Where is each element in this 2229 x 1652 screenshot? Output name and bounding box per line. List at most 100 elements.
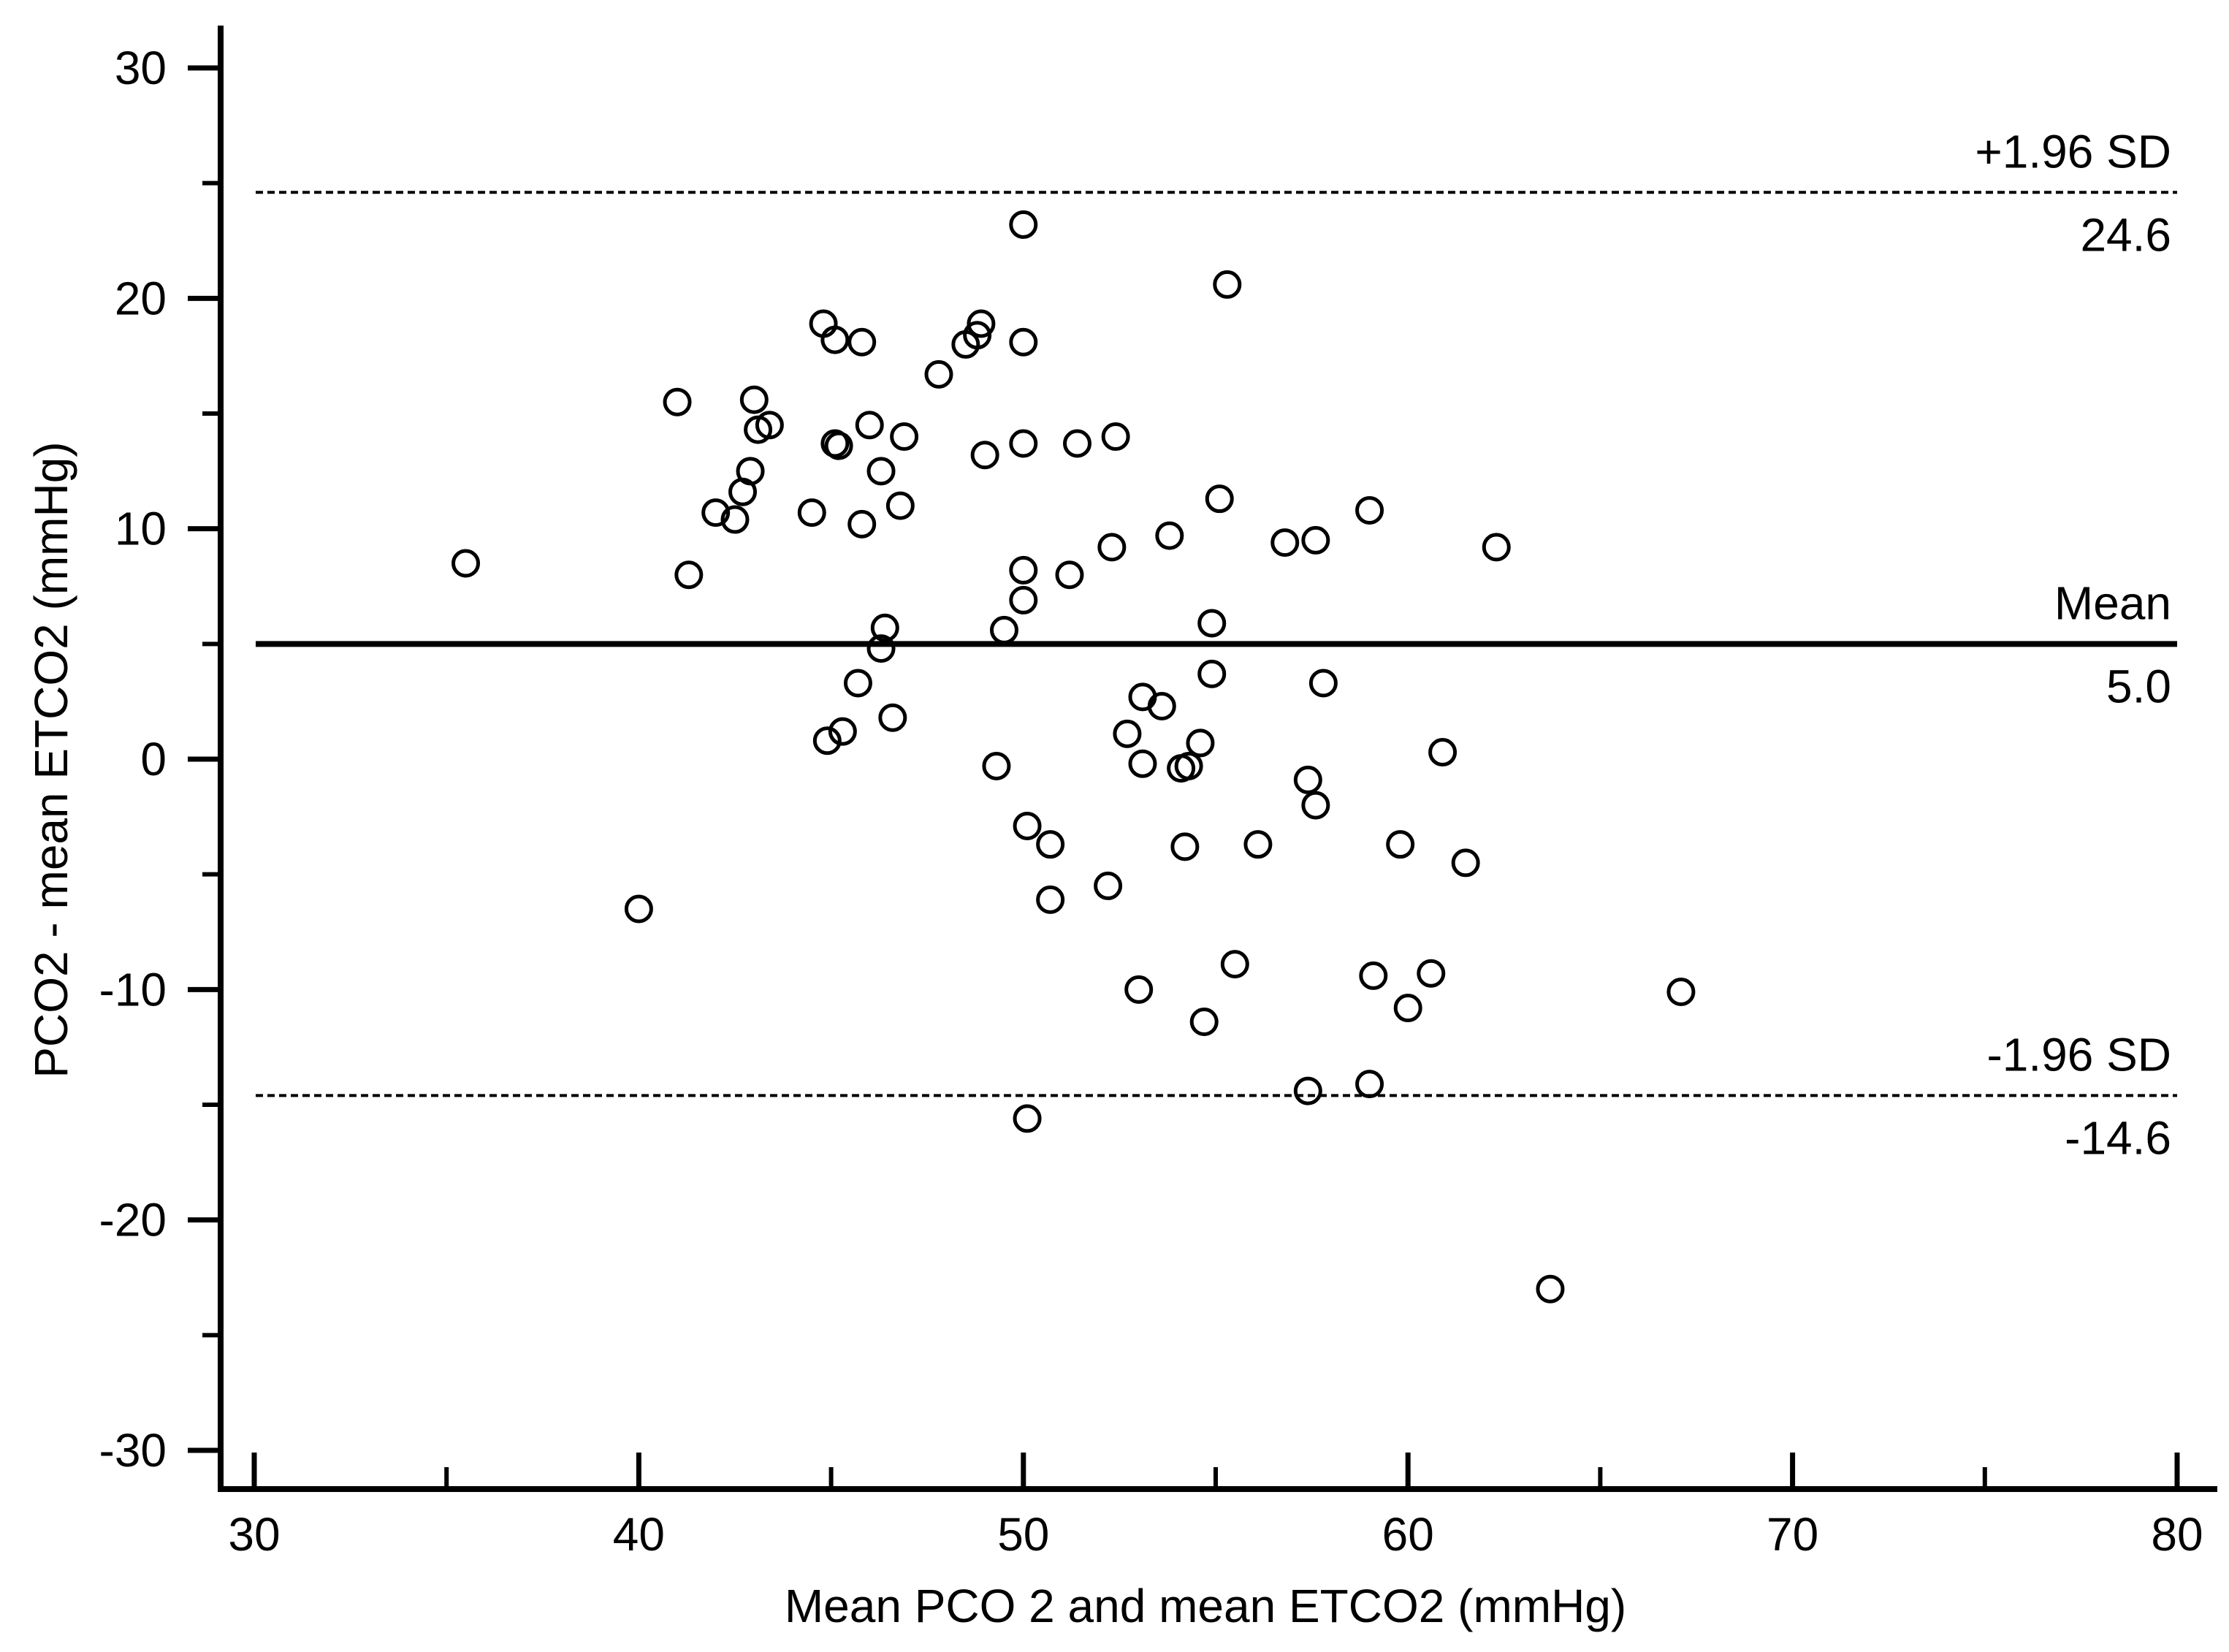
data-point [847, 327, 877, 357]
data-point [1036, 830, 1065, 859]
y-tick-label: 0 [140, 733, 167, 785]
data-point [1009, 555, 1038, 585]
data-point [1186, 728, 1215, 758]
data-points [451, 210, 1696, 1303]
data-point [663, 387, 692, 416]
lower-loa-value-label: -14.6 [2065, 1111, 2171, 1164]
data-point [1355, 495, 1384, 525]
data-point [1293, 1076, 1322, 1105]
data-point [1220, 950, 1249, 979]
data-point [1170, 832, 1200, 861]
data-point [1113, 719, 1142, 748]
data-point [866, 634, 896, 663]
data-point [1197, 609, 1227, 638]
data-point [1213, 270, 1242, 299]
data-point [870, 613, 899, 642]
data-point [1270, 528, 1300, 557]
lower-loa-label: -1.96 SD [1986, 1028, 2171, 1081]
data-point [1393, 994, 1422, 1023]
data-point [1009, 210, 1038, 239]
data-point [1482, 533, 1511, 562]
data-point [1055, 560, 1084, 590]
data-point [1036, 885, 1065, 914]
upper-loa-label: +1.96 SD [1975, 125, 2171, 178]
data-point [970, 441, 999, 470]
data-point [1359, 961, 1388, 990]
data-point [1301, 525, 1330, 555]
data-point [1094, 871, 1123, 900]
data-point [989, 615, 1018, 644]
data-point [1301, 791, 1330, 820]
y-tick-label: 10 [115, 503, 167, 555]
data-point [1666, 977, 1696, 1006]
data-point [963, 321, 992, 350]
upper-loa-value-label: 24.6 [2080, 208, 2171, 261]
data-point [982, 751, 1011, 780]
data-point [855, 411, 884, 440]
data-point [674, 560, 704, 590]
data-point [1009, 327, 1038, 357]
data-point [1189, 1007, 1219, 1036]
data-point [1355, 1070, 1384, 1099]
x-axis-ticks: 30 40 50 60 70 80 [228, 1453, 2203, 1561]
data-point [739, 385, 769, 414]
x-tick-label: 50 [997, 1508, 1049, 1561]
data-point [701, 498, 731, 528]
data-point [1124, 975, 1154, 1004]
mean-value-label: 5.0 [2106, 660, 2171, 712]
data-point [1097, 533, 1127, 562]
data-point [1536, 1274, 1565, 1303]
data-point [1101, 422, 1130, 452]
data-point [451, 549, 481, 578]
data-point [1386, 830, 1415, 859]
data-point [1009, 585, 1038, 614]
y-axis-title: PCO2 - mean ETCO2 (mmHg) [25, 441, 77, 1078]
x-axis-title: Mean PCO 2 and mean ETCO2 (mmHg) [785, 1580, 1626, 1632]
data-point [1243, 830, 1273, 859]
data-point [1451, 848, 1480, 878]
data-point [624, 894, 653, 924]
data-point [755, 411, 784, 440]
data-point [924, 359, 953, 389]
data-point [797, 498, 826, 528]
data-point [1293, 765, 1322, 794]
data-point [820, 325, 850, 354]
x-tick-label: 80 [2151, 1508, 2203, 1561]
mean-label: Mean [2054, 576, 2171, 629]
data-point [847, 509, 877, 538]
data-point [843, 669, 872, 698]
y-tick-label: -10 [99, 963, 167, 1016]
data-point [824, 431, 853, 460]
x-tick-label: 70 [1767, 1508, 1818, 1561]
data-point [1128, 749, 1157, 778]
y-tick-label: 30 [115, 42, 167, 94]
data-point [736, 457, 765, 486]
data-point [1428, 738, 1458, 767]
data-point [878, 703, 907, 732]
y-tick-label: 20 [115, 272, 167, 324]
data-point [1174, 751, 1203, 780]
reference-lines: +1.96 SD 24.6 Mean 5.0 -1.96 SD -14.6 [256, 125, 2177, 1164]
data-point [866, 457, 896, 486]
data-point [1205, 484, 1234, 514]
x-tick-label: 40 [613, 1508, 665, 1561]
data-point [890, 422, 919, 452]
data-point [885, 491, 915, 520]
data-point [1013, 811, 1042, 840]
x-tick-label: 30 [228, 1508, 280, 1561]
data-point [1417, 959, 1446, 988]
data-point [967, 309, 996, 338]
data-point [812, 726, 842, 755]
data-point [1009, 429, 1038, 458]
data-point [720, 505, 750, 534]
data-point [1308, 669, 1338, 698]
data-point [1197, 659, 1227, 688]
y-tick-label: -30 [99, 1424, 167, 1477]
data-point [1062, 429, 1091, 458]
data-point [828, 717, 857, 746]
y-tick-label: -20 [99, 1194, 167, 1246]
data-point [1155, 521, 1184, 550]
data-point [1013, 1104, 1042, 1133]
